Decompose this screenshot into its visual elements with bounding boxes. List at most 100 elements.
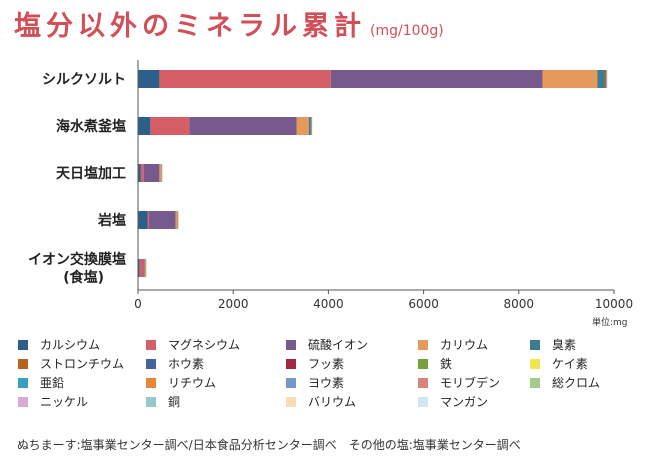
bar-segment <box>140 164 144 182</box>
legend-label: 硫酸イオン <box>308 338 369 352</box>
legend-swatch <box>418 339 428 350</box>
legend-item: 硫酸イオン <box>286 336 368 353</box>
legend-label: モリブデン <box>440 376 501 390</box>
bar-segment <box>597 70 605 88</box>
legend-swatch <box>286 396 296 407</box>
x-tick-label: 8000 <box>504 297 535 311</box>
bar-segment <box>139 259 144 277</box>
legend-swatch <box>286 377 296 388</box>
category-label: 天日塩加工 <box>56 165 126 182</box>
legend-swatch <box>146 339 156 350</box>
legend-swatch <box>286 358 296 369</box>
legend-label: リチウム <box>168 376 217 390</box>
chart-title-unit: (mg/100g) <box>370 23 444 39</box>
legend-label: 亜鉛 <box>40 376 65 390</box>
bar-segment <box>308 117 311 135</box>
legend-swatch <box>18 396 28 407</box>
legend-swatch <box>418 396 428 407</box>
bar-segment <box>175 211 178 229</box>
category-label: 岩塩 <box>97 212 126 229</box>
bar-segment <box>159 70 331 88</box>
legend-swatch <box>18 339 28 350</box>
legend-item: カルシウム <box>18 336 100 353</box>
legend-item: カリウム <box>418 336 488 353</box>
legend-item: ケイ素 <box>530 355 588 372</box>
bar-segment <box>147 211 149 229</box>
bar-segment <box>296 117 309 135</box>
legend-swatch <box>18 377 28 388</box>
bar-segment <box>605 70 607 88</box>
legend-label: ストロンチウム <box>40 357 125 371</box>
legend-swatch <box>418 377 428 388</box>
source-note: ぬちまーす:塩事業センター調べ/日本食品分析センター調べ その他の塩:塩事業セン… <box>17 438 521 452</box>
legend-swatch <box>530 377 540 388</box>
x-tick-label: 2000 <box>218 297 249 311</box>
legend-swatch <box>146 377 156 388</box>
legend-item: 臭素 <box>530 336 576 353</box>
x-axis: 0 2000 4000 6000 8000 10000 <box>134 60 633 311</box>
category-label: イオン交換膜塩(食塩) <box>28 251 126 286</box>
bar-segment <box>138 259 140 277</box>
legend-label: ケイ素 <box>552 357 588 371</box>
legend-label: 鉄 <box>440 357 453 371</box>
legend-item: 銅 <box>146 393 180 410</box>
legend-item: ニッケル <box>18 393 88 410</box>
legend-swatch <box>146 396 156 407</box>
legend-swatch <box>146 358 156 369</box>
category-label-line: 岩塩 <box>97 212 126 229</box>
x-tick-label: 0 <box>134 297 142 311</box>
legend-label: フッ素 <box>308 357 345 371</box>
category-label-line: シルクソルト <box>42 72 126 88</box>
legend-item: ストロンチウム <box>18 355 124 372</box>
legend-label: 総クロム <box>552 376 601 390</box>
legend-swatch <box>418 358 428 369</box>
bar-segment <box>144 259 146 277</box>
legend-item: 鉄 <box>418 355 452 372</box>
category-label-line: イオン交換膜塩 <box>28 251 126 268</box>
legend-item: モリブデン <box>418 374 500 391</box>
legend-item: バリウム <box>286 393 356 410</box>
category-label-line: (食塩) <box>63 269 104 286</box>
legend-label: マグネシウム <box>168 338 241 352</box>
bar-segment <box>138 164 141 182</box>
chart-title: 塩分以外のミネラル累計 (mg/100g) <box>14 4 444 43</box>
bars-group <box>138 70 608 277</box>
chart-title-text: 塩分以外のミネラル累計 <box>14 11 366 42</box>
bar-segment <box>542 70 598 88</box>
category-label-line: 天日塩加工 <box>56 165 126 182</box>
legend-item: ホウ素 <box>146 355 204 372</box>
legend-label: カルシウム <box>40 338 101 352</box>
bar-segment <box>159 164 162 182</box>
bar-segment <box>150 117 190 135</box>
legend-label: 銅 <box>168 395 181 409</box>
unit-note: 単位:mg <box>592 318 628 328</box>
legend-swatch <box>18 358 28 369</box>
legend-swatch <box>286 339 296 350</box>
bar-segment <box>143 164 160 182</box>
legend-item: マンガン <box>418 393 488 410</box>
bar-segment <box>138 117 151 135</box>
bar-segment <box>138 70 160 88</box>
legend-item: マグネシウム <box>146 336 240 353</box>
legend-label: 臭素 <box>552 338 577 352</box>
category-label-line: 海水煮釜塩 <box>56 118 126 135</box>
bar-segment <box>148 211 176 229</box>
legend-item: 亜鉛 <box>18 374 64 391</box>
legend-item: ヨウ素 <box>286 374 344 391</box>
legend-label: ホウ素 <box>168 357 205 371</box>
legend-label: マンガン <box>440 395 489 409</box>
legend-label: ニッケル <box>40 395 89 409</box>
legend-label: ヨウ素 <box>308 376 345 390</box>
legend-item: リチウム <box>146 374 216 391</box>
bar-segment <box>138 211 148 229</box>
legend-item: フッ素 <box>286 355 344 372</box>
bar-segment <box>189 117 297 135</box>
category-label: シルクソルト <box>42 72 126 88</box>
legend-label: バリウム <box>308 395 357 409</box>
x-tick-label: 6000 <box>408 297 439 311</box>
legend-label: カリウム <box>440 338 489 352</box>
x-tick-label: 4000 <box>313 297 344 311</box>
bar-segment <box>604 70 606 88</box>
